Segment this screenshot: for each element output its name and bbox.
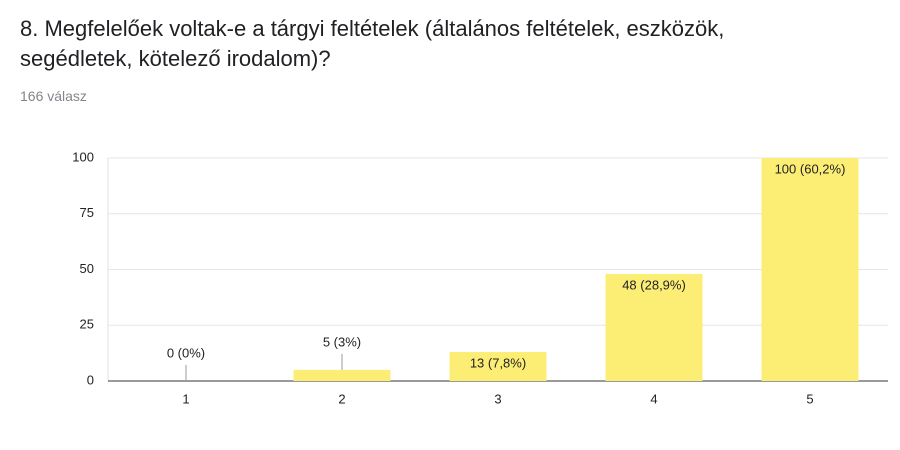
value-label: 100 (60,2%)	[775, 161, 846, 176]
y-tick-label: 50	[80, 261, 94, 276]
value-label: 48 (28,9%)	[622, 277, 686, 292]
y-tick-label: 25	[80, 317, 94, 332]
value-label: 5 (3%)	[323, 334, 361, 349]
x-tick-label: 1	[182, 391, 189, 406]
bar	[449, 352, 547, 381]
value-label: 13 (7,8%)	[470, 355, 526, 370]
y-tick-label: 100	[72, 149, 94, 164]
x-tick-label: 3	[494, 391, 501, 406]
bar	[605, 273, 703, 381]
bar	[293, 369, 391, 381]
question-title: 8. Megfelelőek voltak-e a tárgyi feltéte…	[20, 16, 725, 71]
x-tick-label: 2	[338, 391, 345, 406]
x-tick-label: 4	[650, 391, 657, 406]
response-count: 166 válasz	[20, 88, 87, 104]
y-tick-label: 75	[80, 205, 94, 220]
value-label: 0 (0%)	[167, 345, 205, 360]
x-tick-label: 5	[806, 391, 813, 406]
y-tick-label: 0	[87, 372, 94, 387]
bar	[761, 158, 859, 381]
